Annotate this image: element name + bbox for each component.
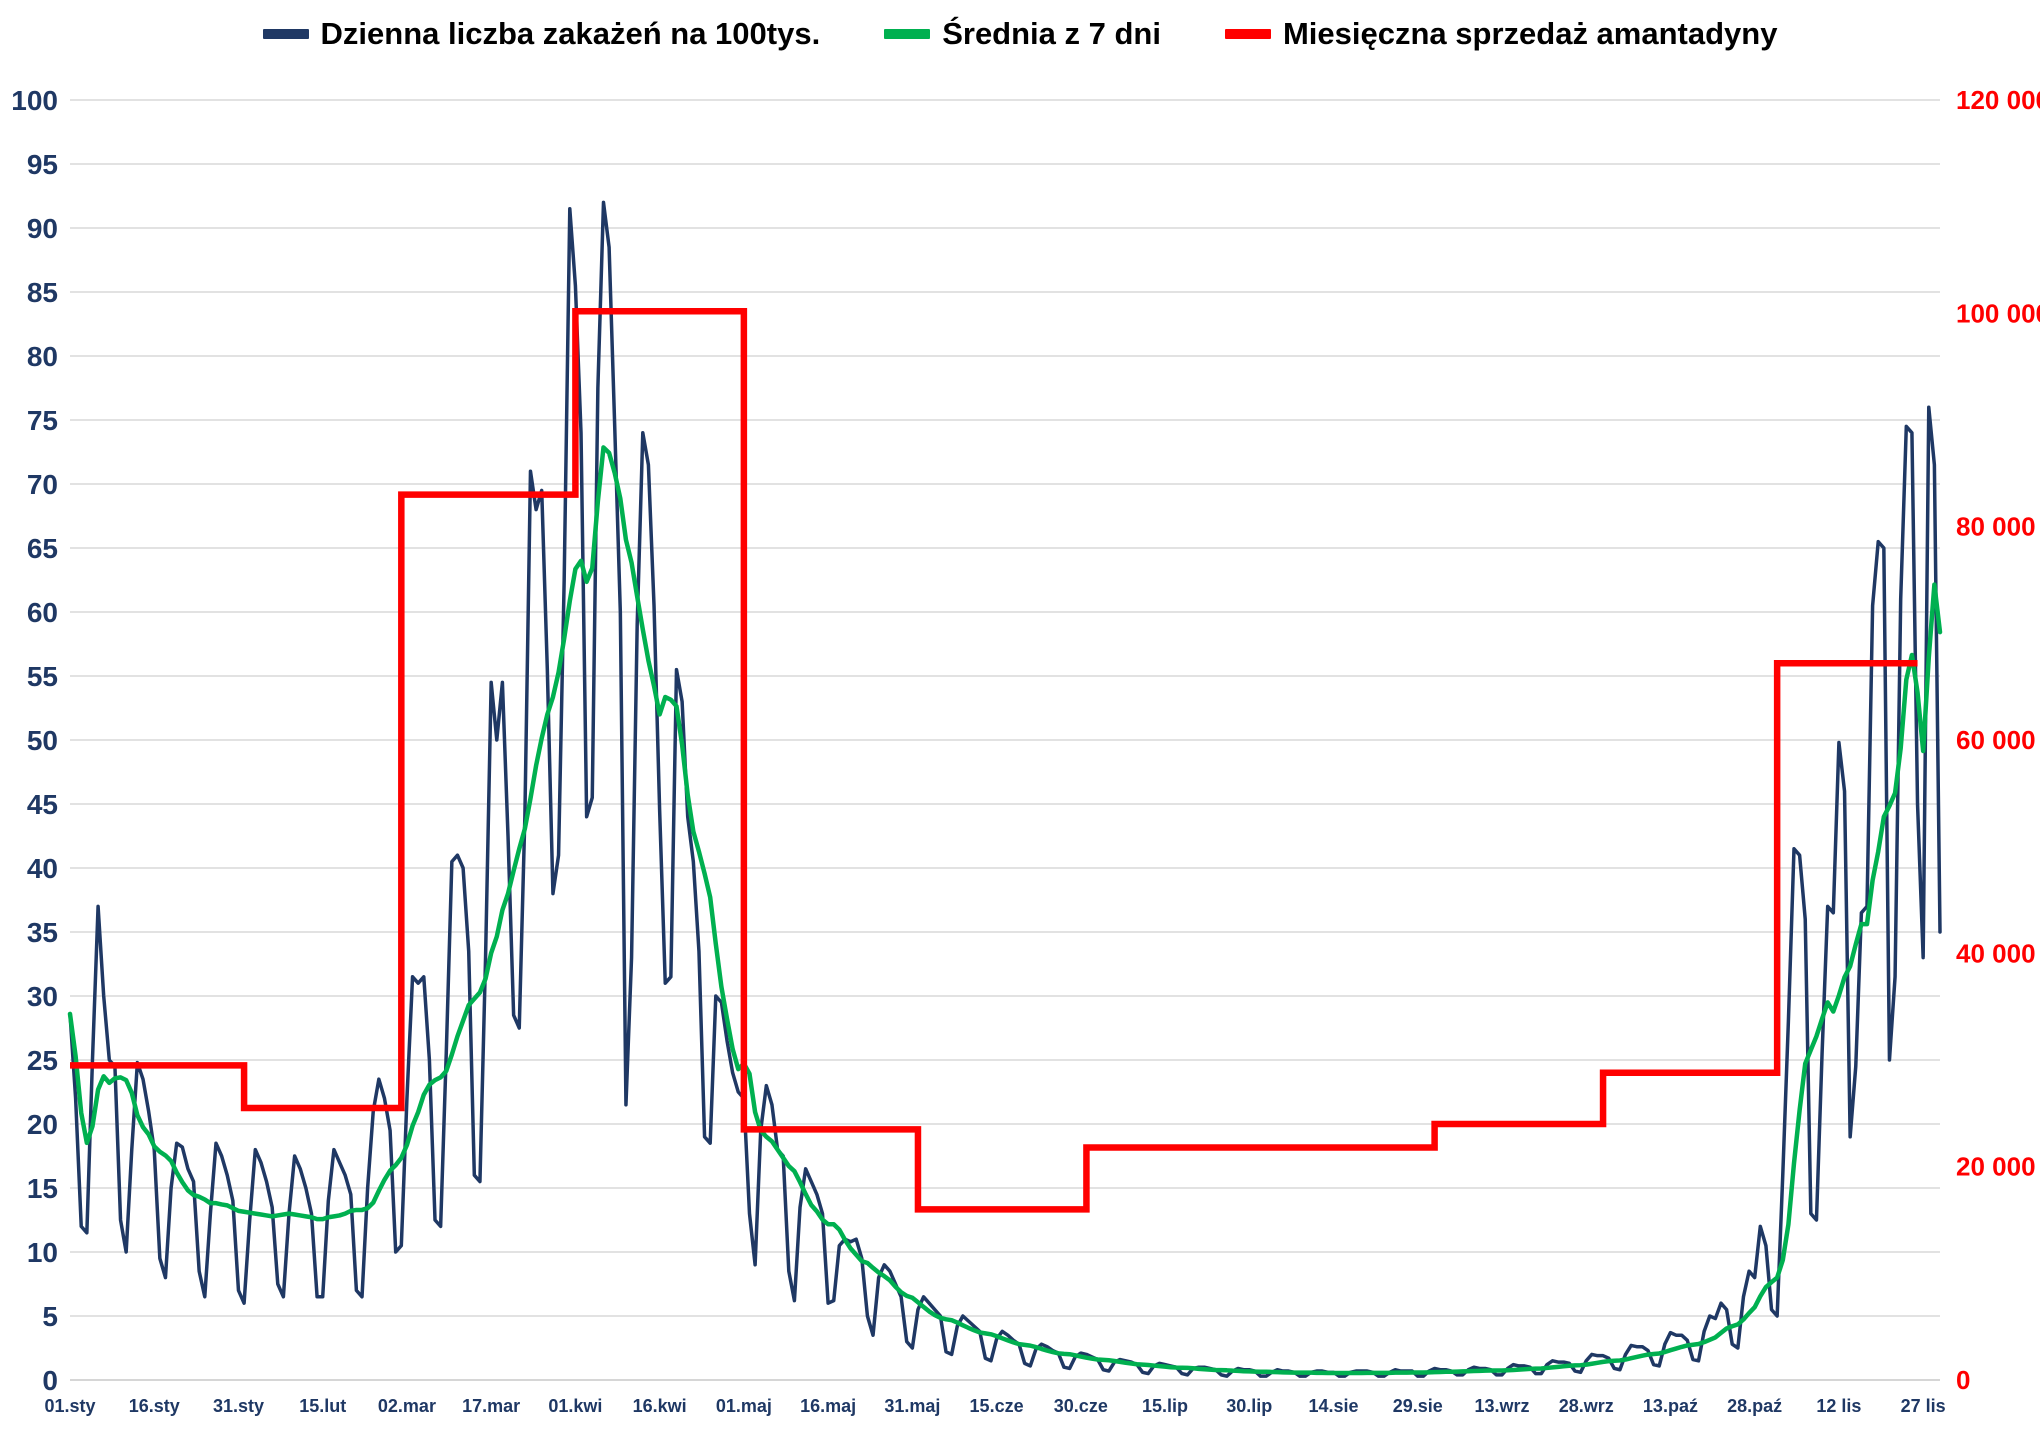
x-tick-label: 16.maj <box>800 1396 856 1416</box>
x-tick-label: 12 lis <box>1816 1396 1861 1416</box>
series-amantadine-sales-line <box>70 307 1918 1213</box>
x-tick-label: 30.lip <box>1226 1396 1272 1416</box>
legend-swatch-7day-average-icon <box>884 29 931 39</box>
y-left-tick-label: 35 <box>27 917 58 948</box>
y-axis-right-labels: 0 20 000 40 000 60 000 80 000 100 000 120 000 <box>1956 85 2040 1395</box>
legend-item-7day-average: Średnia z 7 dni <box>884 16 1161 52</box>
y-left-tick-label: 65 <box>27 533 58 564</box>
y-right-tick-label: 40 000 <box>1956 938 2036 968</box>
y-right-tick-label: 80 000 <box>1956 512 2036 542</box>
y-left-tick-label: 75 <box>27 405 58 436</box>
x-tick-label: 01.sty <box>44 1396 95 1416</box>
legend-label-7day-average: Średnia z 7 dni <box>942 16 1161 51</box>
y-right-tick-label: 120 000 <box>1956 85 2040 115</box>
y-left-tick-label: 90 <box>27 213 58 244</box>
y-right-tick-label: 20 000 <box>1956 1152 2036 1182</box>
y-right-tick-label: 60 000 <box>1956 725 2036 755</box>
y-left-tick-label: 0 <box>42 1365 58 1396</box>
x-tick-label: 29.sie <box>1393 1396 1443 1416</box>
legend-label-daily-infections: Dzienna liczba zakażeń na 100tys. <box>320 16 821 51</box>
y-left-tick-label: 70 <box>27 469 58 500</box>
y-left-tick-label: 25 <box>27 1045 58 1076</box>
y-left-tick-label: 30 <box>27 981 58 1012</box>
legend-swatch-daily-infections-icon <box>262 29 309 39</box>
y-left-tick-label: 20 <box>27 1109 58 1140</box>
x-tick-label: 14.sie <box>1308 1396 1358 1416</box>
y-right-tick-label: 0 <box>1956 1365 1970 1395</box>
y-left-tick-label: 45 <box>27 789 58 820</box>
y-left-tick-label: 95 <box>27 149 58 180</box>
y-left-tick-label: 10 <box>27 1237 58 1268</box>
y-left-tick-label: 15 <box>27 1173 58 1204</box>
y-left-tick-label: 85 <box>27 277 58 308</box>
y-axis-left-labels: 0 5 10 15 20 25 30 35 40 45 50 55 60 65 70 75 80 85 90 95 10… <box>11 85 58 1396</box>
gridlines <box>70 99 1940 1381</box>
series-7day-average-line <box>67 445 1943 1376</box>
x-tick-label: 28.paź <box>1727 1396 1782 1416</box>
y-left-tick-label: 55 <box>27 661 58 692</box>
x-axis-labels: 01.sty 16.sty 31.sty 15.lut 02.mar 17.mar 01.k… <box>44 1396 1945 1416</box>
y-left-tick-label: 5 <box>42 1301 58 1332</box>
x-tick-label: 01.kwi <box>548 1396 602 1416</box>
x-tick-label: 01.maj <box>716 1396 772 1416</box>
legend-item-amantadine-sales: Miesięczna sprzedaż amantadyny <box>1224 16 1778 52</box>
y-left-tick-label: 60 <box>27 597 58 628</box>
x-tick-label: 16.sty <box>129 1396 180 1416</box>
x-tick-label: 30.cze <box>1054 1396 1108 1416</box>
chart-legend: Dzienna liczba zakażeń na 100tys. Średni… <box>0 16 2040 52</box>
legend-label-amantadine-sales: Miesięczna sprzedaż amantadyny <box>1282 16 1778 51</box>
x-tick-label: 02.mar <box>378 1396 436 1416</box>
x-tick-label: 15.lut <box>299 1396 346 1416</box>
x-tick-label: 28.wrz <box>1559 1396 1614 1416</box>
x-tick-label: 31.maj <box>884 1396 940 1416</box>
x-tick-label: 15.lip <box>1142 1396 1188 1416</box>
x-tick-label: 27 lis <box>1901 1396 1946 1416</box>
y-right-tick-label: 100 000 <box>1956 298 2040 328</box>
y-left-tick-label: 40 <box>27 853 58 884</box>
y-left-tick-label: 50 <box>27 725 58 756</box>
legend-item-daily-infections: Dzienna liczba zakażeń na 100tys. <box>262 16 821 52</box>
series-daily-infections-line <box>68 200 1942 1378</box>
x-tick-label: 17.mar <box>462 1396 520 1416</box>
y-left-tick-label: 80 <box>27 341 58 372</box>
x-tick-label: 15.cze <box>970 1396 1024 1416</box>
x-tick-label: 31.sty <box>213 1396 264 1416</box>
legend-swatch-amantadine-sales-icon <box>1224 29 1271 39</box>
x-tick-label: 13.paź <box>1643 1396 1698 1416</box>
y-left-tick-label: 100 <box>11 85 58 116</box>
x-tick-label: 16.kwi <box>633 1396 687 1416</box>
x-tick-label: 13.wrz <box>1474 1396 1529 1416</box>
